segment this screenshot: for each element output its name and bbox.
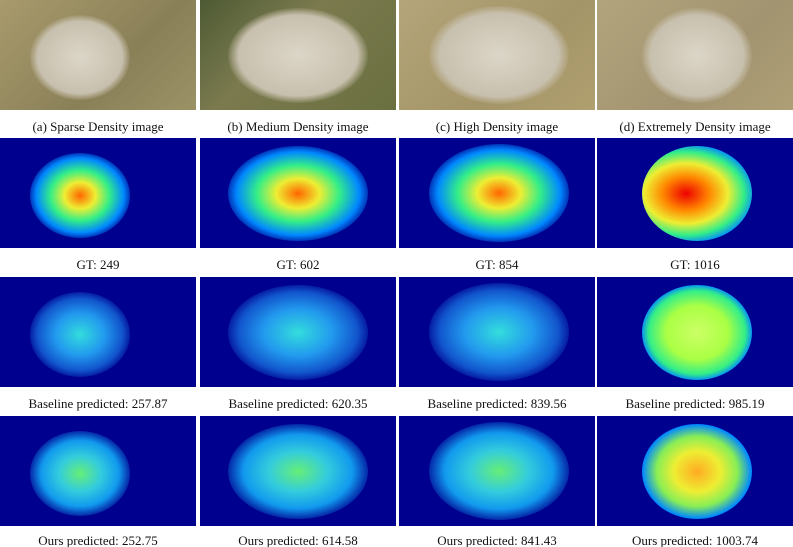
sheep-flock xyxy=(429,6,569,104)
density-blob xyxy=(642,424,752,519)
density-map xyxy=(597,416,793,526)
density-blob xyxy=(228,424,368,519)
caption: GT: 854 xyxy=(475,257,519,272)
caption: (c) High Density image xyxy=(435,119,559,134)
caption: Baseline predicted: 257.87 xyxy=(28,396,168,411)
density-map xyxy=(0,277,196,387)
caption: Ours predicted: 841.43 xyxy=(437,533,557,547)
caption: Ours predicted: 614.58 xyxy=(238,533,358,547)
drone-photo xyxy=(200,0,396,110)
caption: Ours predicted: 1003.74 xyxy=(631,533,758,547)
caption: Baseline predicted: 839.56 xyxy=(427,396,567,411)
density-blob xyxy=(30,431,130,516)
density-blob xyxy=(642,285,752,380)
caption: Ours predicted: 252.75 xyxy=(38,533,158,547)
drone-photo xyxy=(0,0,196,110)
caption: (a) Sparse Density image xyxy=(32,119,164,134)
density-map xyxy=(0,138,196,248)
caption: GT: 249 xyxy=(76,257,120,272)
sheep-flock xyxy=(228,8,368,103)
caption: Baseline predicted: 985.19 xyxy=(625,396,765,411)
caption: Baseline predicted: 620.35 xyxy=(228,396,368,411)
density-blob xyxy=(429,144,569,242)
density-blob xyxy=(30,292,130,377)
caption: GT: 602 xyxy=(276,257,320,272)
drone-photo xyxy=(399,0,595,110)
caption: (b) Medium Density image xyxy=(227,119,369,134)
density-blob xyxy=(429,283,569,381)
density-map xyxy=(597,138,793,248)
drone-photo xyxy=(597,0,793,110)
sheep-flock xyxy=(30,15,130,100)
density-blob xyxy=(429,422,569,520)
density-map xyxy=(399,138,595,248)
density-map xyxy=(0,416,196,526)
density-blob xyxy=(642,146,752,241)
density-map xyxy=(200,277,396,387)
density-blob xyxy=(228,146,368,241)
density-map xyxy=(399,277,595,387)
density-blob xyxy=(30,153,130,238)
density-blob xyxy=(228,285,368,380)
density-map xyxy=(399,416,595,526)
density-map xyxy=(597,277,793,387)
density-map xyxy=(200,416,396,526)
density-map xyxy=(200,138,396,248)
sheep-flock xyxy=(642,8,752,103)
caption: (d) Extremely Density image xyxy=(619,119,771,134)
caption: GT: 1016 xyxy=(670,257,720,272)
